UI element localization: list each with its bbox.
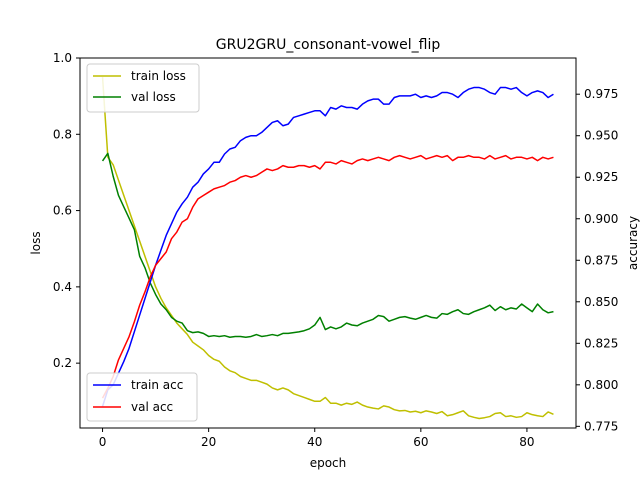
- y-axis-right: 0.775 0.800 0.825 0.850 0.875 0.900 0.925 0.950…: [576, 87, 618, 433]
- y-tick-label-right: 0.775: [584, 419, 618, 433]
- y-tick-label-left: 1.0: [53, 51, 72, 65]
- x-axis-label: epoch: [310, 456, 347, 470]
- x-tick-label: 60: [413, 435, 428, 449]
- series-line-train-acc: [101, 86, 554, 407]
- x-axis: 0 20 40 60 80: [99, 428, 535, 449]
- legend-train-acc-label: train acc: [131, 378, 183, 392]
- y-tick-label-right: 0.925: [584, 170, 618, 184]
- plot-frame: [79, 57, 577, 429]
- y-tick-label-left: 0.6: [53, 204, 72, 218]
- series-line-val-loss: [101, 152, 554, 338]
- y-tick-label-right: 0.900: [584, 212, 618, 226]
- x-tick-label: 80: [519, 435, 534, 449]
- y-axis-left: 0.2 0.4 0.6 0.8 1.0: [53, 51, 80, 370]
- legend-val-acc-label: val acc: [131, 400, 173, 414]
- y-tick-label-right: 0.825: [584, 336, 618, 350]
- y-tick-label-left: 0.8: [53, 127, 72, 141]
- y-axis-label-left: loss: [29, 231, 43, 254]
- y-tick-label-left: 0.2: [53, 356, 72, 370]
- legend-train-loss-label: train loss: [131, 69, 186, 83]
- y-tick-label-right: 0.975: [584, 87, 618, 101]
- legend-val-loss-label: val loss: [131, 90, 176, 104]
- y-tick-label-right: 0.875: [584, 253, 618, 267]
- x-tick-label: 20: [201, 435, 216, 449]
- y-tick-label-right: 0.800: [584, 378, 618, 392]
- x-tick-label: 0: [99, 435, 107, 449]
- legend-acc: train acc val acc: [86, 372, 198, 422]
- y-tick-label-left: 0.4: [53, 280, 72, 294]
- y-tick-label-right: 0.850: [584, 295, 618, 309]
- chart-title: GRU2GRU_consonant-vowel_flip: [216, 37, 441, 53]
- y-axis-label-right: accuracy: [626, 216, 640, 270]
- series-lines: [101, 77, 554, 420]
- legend-loss: train loss val loss: [86, 63, 200, 113]
- x-tick-label: 40: [307, 435, 322, 449]
- series-line-val-acc: [101, 154, 554, 399]
- y-tick-label-right: 0.950: [584, 129, 618, 143]
- series-line-train-loss: [101, 77, 554, 420]
